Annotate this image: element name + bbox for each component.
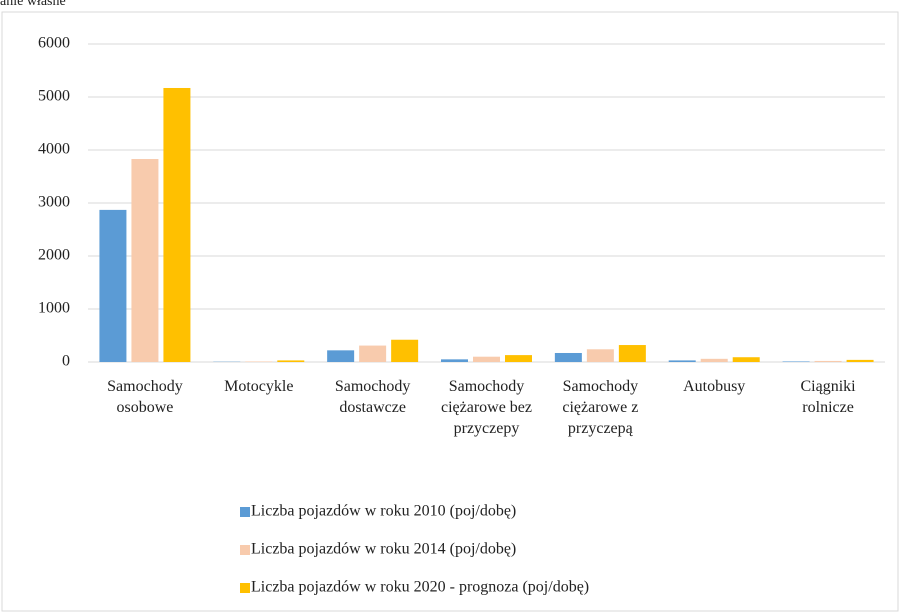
bar <box>441 359 468 362</box>
x-tick-label: Samochody ciężarowe bez przyczepy <box>440 378 533 437</box>
bar <box>473 356 500 362</box>
y-tick-label: 0 <box>62 353 70 370</box>
y-tick-label: 3000 <box>38 194 70 211</box>
x-tick-label: Samochody osobowe <box>107 378 183 416</box>
bar <box>814 360 842 362</box>
bar <box>782 361 810 362</box>
x-tick-label: Motocykle <box>224 378 294 395</box>
legend-swatch <box>240 507 250 517</box>
source-note: anie własne <box>0 0 66 9</box>
legend-label: Liczba pojazdów w roku 2020 - prognoza (… <box>251 579 589 596</box>
bar <box>668 360 696 362</box>
bar <box>277 360 305 362</box>
bar <box>359 345 387 362</box>
legend-swatch <box>240 545 250 555</box>
bar <box>505 355 532 362</box>
bar <box>245 361 273 362</box>
bar <box>700 358 728 362</box>
bar <box>327 350 355 362</box>
bar <box>846 359 874 362</box>
x-tick-label: Autobusy <box>683 378 746 395</box>
bar <box>163 87 191 363</box>
legend-label: Liczba pojazdów w roku 2014 (poj/dobę) <box>251 541 516 558</box>
y-tick-label: 5000 <box>38 88 70 105</box>
bar <box>732 357 760 362</box>
legend-swatch <box>240 583 250 593</box>
bar <box>131 159 159 362</box>
y-tick-label: 6000 <box>38 35 70 52</box>
bar <box>554 352 582 362</box>
bar <box>618 345 646 362</box>
bar <box>391 339 419 362</box>
bar <box>99 209 127 362</box>
x-tick-label: Samochody ciężarowe z przyczepą <box>562 378 639 437</box>
bar <box>586 349 614 362</box>
y-tick-label: 2000 <box>38 247 70 264</box>
y-tick-label: 1000 <box>38 300 70 317</box>
x-tick-label: Ciągniki rolnicze <box>800 378 856 416</box>
legend-label: Liczba pojazdów w roku 2010 (poj/dobę) <box>251 503 516 520</box>
x-tick-label: Samochody dostawcze <box>334 378 411 416</box>
y-tick-label: 4000 <box>38 141 70 158</box>
